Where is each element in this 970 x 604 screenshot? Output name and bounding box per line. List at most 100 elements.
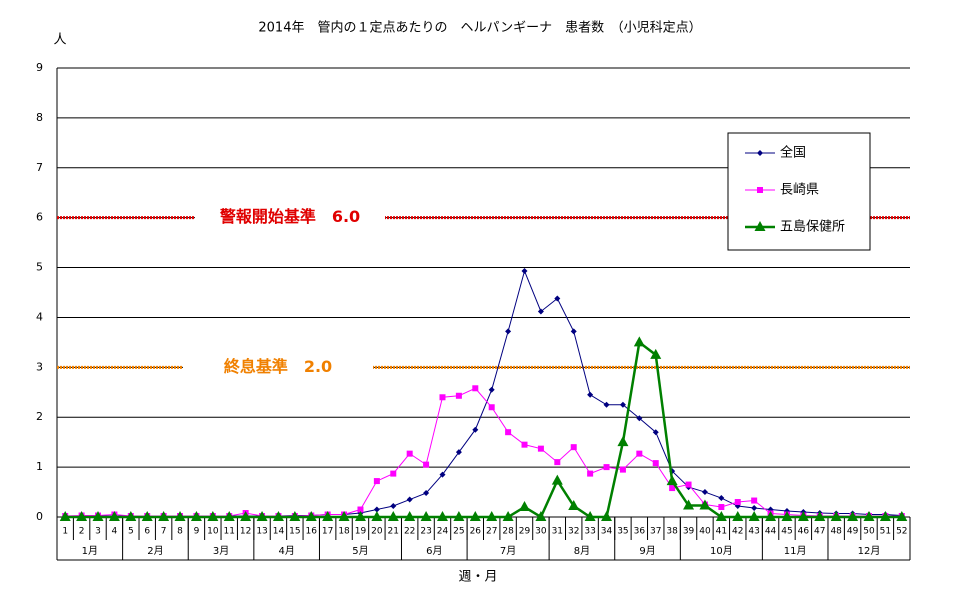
data-point <box>587 470 594 477</box>
x-tick-label: 7 <box>161 527 167 537</box>
x-tick-label: 36 <box>634 527 646 537</box>
x-tick-label: 21 <box>388 527 399 537</box>
x-tick-label: 34 <box>601 527 613 537</box>
data-point <box>486 511 498 521</box>
data-point <box>158 511 170 521</box>
data-point <box>92 511 104 521</box>
y-tick-label: 2 <box>36 410 43 423</box>
x-tick-label: 9 <box>194 527 200 537</box>
data-point <box>455 449 462 456</box>
x-tick-label: 35 <box>617 527 628 537</box>
data-point <box>453 511 465 521</box>
data-point <box>570 444 577 451</box>
y-tick-label: 5 <box>36 261 43 274</box>
x-tick-label: 11 <box>224 527 235 537</box>
month-label: 8月 <box>574 545 590 557</box>
data-point <box>669 485 676 492</box>
data-point <box>338 511 350 521</box>
data-point <box>570 328 577 335</box>
x-tick-label: 46 <box>798 527 810 537</box>
month-label: 10月 <box>710 545 733 557</box>
data-point <box>373 506 380 513</box>
x-tick-label: 30 <box>535 527 547 537</box>
x-tick-label: 45 <box>781 527 792 537</box>
x-tick-label: 47 <box>814 527 825 537</box>
y-tick-label: 3 <box>36 360 43 373</box>
series-line <box>65 387 902 517</box>
data-point <box>223 511 235 521</box>
x-tick-label: 44 <box>765 527 777 537</box>
data-point <box>603 464 610 471</box>
x-tick-label: 26 <box>470 527 482 537</box>
x-tick-label: 20 <box>371 527 383 537</box>
data-point <box>830 511 842 521</box>
month-label: 5月 <box>352 545 368 557</box>
data-point <box>732 511 744 521</box>
x-tick-label: 22 <box>404 527 415 537</box>
month-label: 6月 <box>426 545 442 557</box>
data-point <box>633 336 645 347</box>
data-point <box>488 404 495 411</box>
x-tick-label: 37 <box>650 527 661 537</box>
x-tick-label: 16 <box>306 527 318 537</box>
legend-marker <box>757 150 763 156</box>
x-tick-label: 42 <box>732 527 743 537</box>
y-tick-label: 7 <box>36 161 43 174</box>
data-point <box>519 501 531 512</box>
data-point <box>141 511 153 521</box>
x-tick-label: 25 <box>453 527 464 537</box>
x-tick-label: 32 <box>568 527 579 537</box>
x-tick-label: 33 <box>584 527 595 537</box>
data-point <box>439 394 446 401</box>
data-point <box>568 500 580 511</box>
data-point <box>305 511 317 521</box>
x-tick-label: 19 <box>355 527 367 537</box>
data-point <box>404 511 416 521</box>
data-point <box>420 511 432 521</box>
data-point <box>797 511 809 521</box>
data-point <box>554 295 561 302</box>
data-point <box>748 511 760 521</box>
x-tick-label: 50 <box>863 527 875 537</box>
y-tick-label: 0 <box>36 510 43 523</box>
data-point <box>436 511 448 521</box>
data-point <box>289 511 301 521</box>
data-point <box>699 499 711 510</box>
month-label: 12月 <box>858 545 881 557</box>
x-tick-label: 5 <box>128 527 134 537</box>
data-point <box>455 392 462 399</box>
data-point <box>207 511 219 521</box>
x-tick-label: 43 <box>748 527 759 537</box>
data-point <box>371 511 383 521</box>
data-point <box>354 511 366 521</box>
data-point <box>734 499 741 506</box>
data-point <box>423 490 430 497</box>
data-point <box>636 415 643 422</box>
data-point <box>718 504 725 511</box>
data-point <box>240 511 252 521</box>
data-point <box>701 489 708 496</box>
data-point <box>439 471 446 478</box>
data-point <box>781 511 793 521</box>
series-line <box>65 269 902 517</box>
data-point <box>535 511 547 521</box>
data-point <box>652 460 659 467</box>
data-point <box>847 511 859 521</box>
data-point <box>715 511 727 521</box>
month-label: 1月 <box>82 545 98 557</box>
data-point <box>603 401 610 408</box>
x-tick-label: 12 <box>240 527 251 537</box>
data-point <box>636 450 643 457</box>
x-tick-label: 17 <box>322 527 333 537</box>
x-tick-label: 8 <box>177 527 183 537</box>
data-point <box>601 511 613 521</box>
data-point <box>666 475 678 486</box>
data-point <box>406 450 413 457</box>
data-point <box>108 511 120 521</box>
data-point <box>125 511 137 521</box>
x-tick-label: 29 <box>519 527 531 537</box>
data-point <box>751 505 758 512</box>
data-point <box>537 445 544 452</box>
legend-label: 長崎県 <box>780 183 819 198</box>
